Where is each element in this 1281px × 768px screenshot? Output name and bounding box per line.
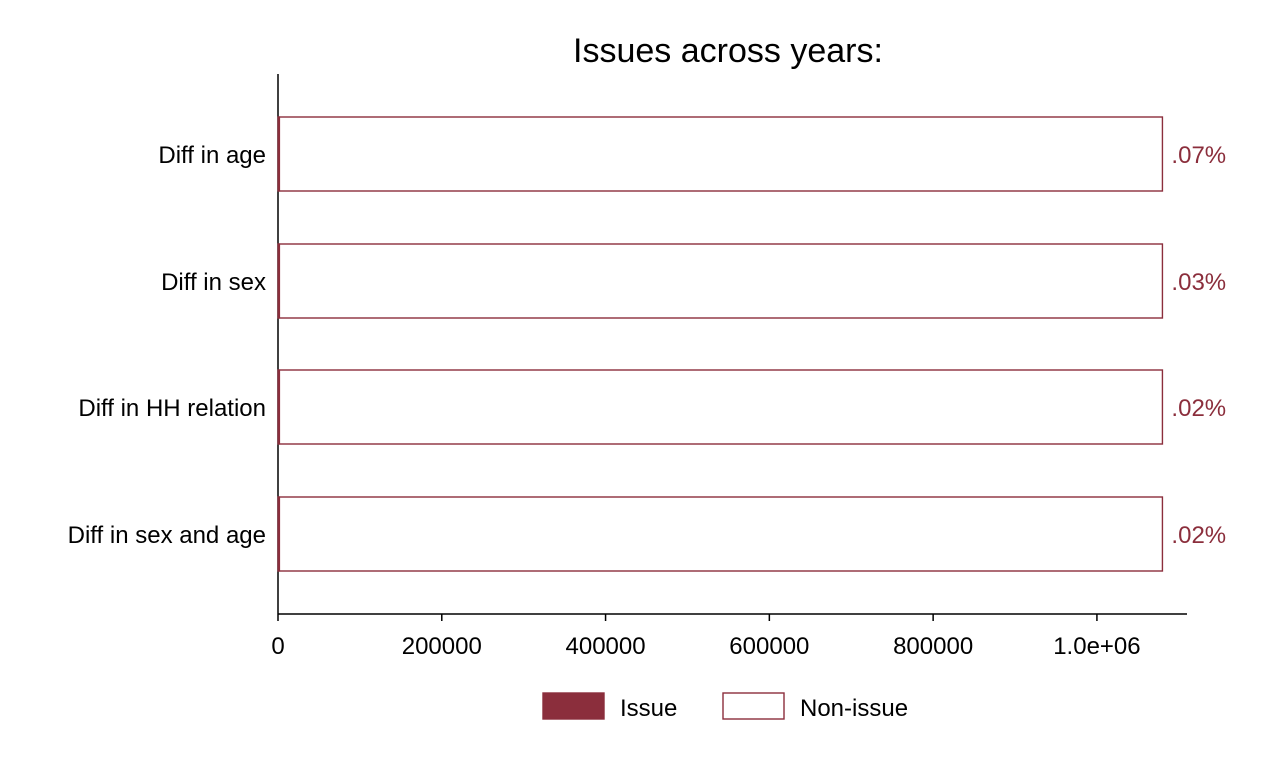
category-label: Diff in sex [161, 269, 266, 296]
category-label: Diff in HH relation [78, 395, 266, 422]
x-tick-label: 800000 [893, 633, 973, 660]
x-tick-label: 600000 [729, 633, 809, 660]
bars [277, 116, 1164, 572]
legend-swatch-issue [542, 692, 605, 720]
x-tick-label: 400000 [566, 633, 646, 660]
x-tick-label: 200000 [402, 633, 482, 660]
data-label: .02% [1171, 395, 1226, 422]
data-label: .07% [1171, 142, 1226, 169]
bar-non-issue [277, 369, 1164, 445]
category-labels: Diff in age Diff in sex Diff in HH relatio… [68, 142, 266, 549]
x-tick-label: 0 [271, 633, 284, 660]
chart-title: Issues across years: [573, 32, 883, 70]
x-tick-label: 1.0e+06 [1053, 633, 1140, 660]
bar-non-issue [277, 243, 1164, 319]
data-labels: .07% .03% .02% .02% [1171, 142, 1226, 549]
bar-non-issue [277, 116, 1164, 192]
legend: Issue Non-issue [542, 692, 908, 722]
legend-label-issue: Issue [620, 695, 677, 722]
bar-non-issue [277, 496, 1164, 572]
legend-swatch-non-issue [722, 692, 785, 720]
category-label: Diff in sex and age [68, 522, 266, 549]
data-label: .02% [1171, 522, 1226, 549]
data-label: .03% [1171, 269, 1226, 296]
category-label: Diff in age [158, 142, 266, 169]
legend-label-non-issue: Non-issue [800, 695, 908, 722]
axes [277, 74, 1187, 621]
x-tick-labels: 0 200000 400000 600000 800000 1.0e+06 [271, 633, 1140, 660]
